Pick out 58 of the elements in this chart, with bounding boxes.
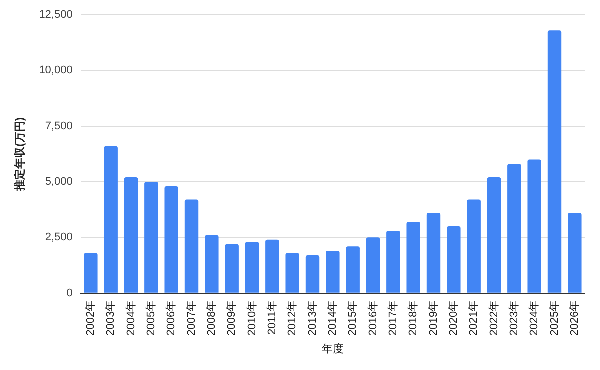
- x-tick-label: 2014年: [326, 300, 339, 336]
- x-tick-label: 2007年: [186, 300, 198, 336]
- bar: [245, 242, 260, 293]
- x-tick-label: 2018年: [408, 300, 420, 336]
- x-tick-label: 2022年: [488, 300, 500, 336]
- bar: [487, 178, 502, 293]
- x-tick-label: 2008年: [206, 300, 218, 336]
- bar: [266, 240, 280, 293]
- bar: [528, 160, 542, 293]
- x-tick-label: 2023年: [508, 300, 520, 336]
- bar: [104, 146, 118, 293]
- bar: [346, 246, 360, 293]
- x-tick-label: 2006年: [166, 300, 178, 336]
- bar: [447, 226, 461, 293]
- x-axis-title: 年度: [322, 342, 344, 356]
- x-tick-label: 2005年: [145, 300, 158, 336]
- bar: [467, 200, 481, 293]
- y-tick-label: 10,000: [39, 64, 73, 77]
- bar: [326, 251, 340, 293]
- bar: [568, 213, 582, 293]
- bar: [386, 230, 400, 293]
- bar: [426, 213, 441, 293]
- bar: [306, 255, 320, 293]
- x-tick-label: 2016年: [367, 300, 380, 336]
- bar: [205, 235, 219, 293]
- x-tick-label: 2011年: [266, 300, 278, 335]
- x-tick-label: 2017年: [387, 300, 400, 336]
- bar: [366, 238, 380, 293]
- y-tick-label: 2,500: [45, 232, 73, 244]
- x-tick-label: 2024年: [528, 300, 541, 336]
- x-tick-label: 2025年: [548, 300, 561, 336]
- bar: [286, 253, 300, 293]
- x-tick-label: 2013年: [306, 300, 319, 336]
- y-tick-label: 12,500: [39, 9, 73, 22]
- x-tick-label: 2015年: [347, 300, 360, 336]
- bar: [144, 182, 158, 293]
- x-tick-label: 2010年: [246, 300, 258, 336]
- y-axis-title: 推定年収(万円): [14, 117, 27, 192]
- y-tick-label: 7,500: [45, 120, 73, 132]
- x-tick-label: 2019年: [428, 300, 440, 336]
- x-tick-label: 2003年: [105, 300, 118, 336]
- bar: [548, 30, 562, 293]
- x-tick-label: 2021年: [468, 300, 480, 336]
- x-tick-label: 2002年: [84, 300, 97, 336]
- bar: [164, 186, 178, 293]
- y-tick-label: 0: [66, 287, 73, 300]
- x-tick-label: 2026年: [568, 300, 581, 336]
- bar: [406, 222, 420, 293]
- x-tick-label: 2009年: [226, 300, 238, 336]
- x-tick-label: 2012年: [286, 300, 299, 336]
- bar: [225, 244, 239, 293]
- bar: [184, 200, 199, 293]
- x-tick-label: 2004年: [125, 300, 138, 336]
- bar: [508, 164, 522, 293]
- y-tick-label: 5,000: [45, 176, 73, 188]
- x-tick-label: 2020年: [448, 300, 460, 336]
- bar: [84, 253, 98, 293]
- bar: [124, 178, 138, 293]
